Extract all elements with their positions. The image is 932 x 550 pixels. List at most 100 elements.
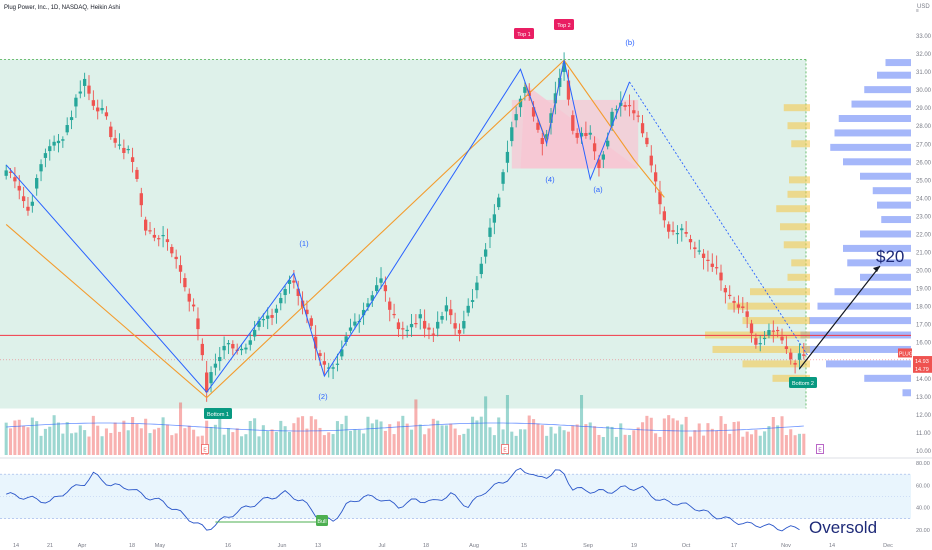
candle-body xyxy=(553,93,558,104)
volume-bar xyxy=(671,418,675,455)
candle-body xyxy=(488,227,492,237)
volume-bar xyxy=(13,420,17,455)
top2-label-bg xyxy=(554,19,574,30)
volume-bar xyxy=(758,435,762,455)
volume-bar xyxy=(205,420,209,455)
volume-bar xyxy=(261,425,265,455)
candle-body xyxy=(462,321,466,329)
volume-bar xyxy=(174,433,178,455)
volume-bar xyxy=(104,428,108,455)
candle-body xyxy=(26,206,30,211)
candle-body xyxy=(562,63,566,73)
date-tick-label: 18 xyxy=(423,543,429,549)
candle-body xyxy=(340,349,344,357)
volume-bar xyxy=(763,431,767,455)
candle-body xyxy=(152,234,157,238)
rsi-tick-label: 80.00 xyxy=(916,461,930,467)
volume-bar xyxy=(431,418,435,455)
volume-profile-bar xyxy=(885,59,911,67)
volume-bar xyxy=(344,415,348,455)
candle-body xyxy=(684,232,688,234)
volume-bar xyxy=(662,418,666,455)
candle-body xyxy=(793,363,797,365)
volume-bar xyxy=(776,425,780,455)
volume-bar xyxy=(91,415,95,455)
volume-bar xyxy=(693,430,697,455)
candle-body xyxy=(252,329,257,337)
volume-bar xyxy=(697,423,701,455)
candle-body xyxy=(17,185,21,191)
volume-bar xyxy=(623,434,627,455)
volume-profile-bar xyxy=(776,205,810,213)
volume-bar xyxy=(436,420,440,455)
candle-body xyxy=(697,250,701,252)
candle-body xyxy=(667,224,671,232)
candle-body xyxy=(784,346,789,350)
volume-bar xyxy=(383,430,387,455)
candle-body xyxy=(762,337,767,340)
candle-body xyxy=(218,357,222,362)
candle-body xyxy=(335,363,340,365)
volume-bar xyxy=(366,416,370,455)
candle-body xyxy=(741,306,745,308)
volume-profile-bar xyxy=(712,345,810,353)
volume-bar xyxy=(466,428,470,455)
volume-bar xyxy=(209,426,213,455)
volume-bar xyxy=(562,430,566,455)
candle-body xyxy=(82,78,87,86)
volume-bar xyxy=(780,416,784,455)
earnings-event-marker[interactable] xyxy=(816,444,824,454)
volume-bar xyxy=(575,424,579,455)
volume-bar xyxy=(235,428,239,455)
candle-body xyxy=(492,214,497,223)
volume-bar xyxy=(510,431,514,455)
volume-bar xyxy=(96,425,100,455)
candle-body xyxy=(305,309,309,315)
volume-bar xyxy=(148,433,152,455)
volume-bar xyxy=(17,419,21,455)
earnings-event-marker[interactable] xyxy=(501,444,509,454)
volume-bar xyxy=(497,417,501,455)
candle-body xyxy=(767,330,771,336)
volume-bar xyxy=(566,431,570,455)
volume-bar xyxy=(74,432,78,455)
earnings-event-label: E xyxy=(818,448,822,454)
candle-body xyxy=(270,315,274,318)
candle-body xyxy=(780,336,784,341)
candle-body xyxy=(549,113,553,123)
candle-body xyxy=(688,239,693,243)
candle-body xyxy=(361,309,366,316)
volume-profile-bar xyxy=(809,317,911,325)
volume-bar xyxy=(580,395,584,455)
rsi-tick-label: 20.00 xyxy=(916,528,930,534)
volume-bar xyxy=(588,422,592,455)
menu-icon[interactable]: ≡ xyxy=(916,8,919,14)
volume-bar xyxy=(357,429,361,455)
candle-body xyxy=(680,228,684,231)
candle-body xyxy=(148,230,152,232)
volume-profile-bar xyxy=(787,190,810,198)
volume-bar xyxy=(218,417,222,455)
candle-body xyxy=(723,288,728,293)
candle-body xyxy=(653,172,658,182)
volume-bar xyxy=(732,422,736,455)
price-tick-label: 25.00 xyxy=(916,178,932,184)
candle-body xyxy=(510,127,514,142)
date-tick-label: Sep xyxy=(583,543,593,549)
volume-bar xyxy=(527,415,531,455)
volume-profile-bar xyxy=(742,360,810,368)
candle-body xyxy=(165,239,170,243)
volume-bar xyxy=(196,436,200,455)
arrow-head xyxy=(873,265,880,272)
oversold-label: Oversold xyxy=(809,518,877,537)
earnings-event-marker[interactable] xyxy=(201,444,209,454)
candle-body xyxy=(470,300,475,302)
volume-profile-bar xyxy=(783,104,810,112)
volume-bar xyxy=(649,417,653,455)
volume-bar xyxy=(331,434,335,455)
volume-bar xyxy=(553,433,557,455)
date-tick-label: Aug xyxy=(469,543,479,549)
volume-profile-bar xyxy=(902,389,911,397)
date-tick-label: Jul xyxy=(378,543,385,549)
